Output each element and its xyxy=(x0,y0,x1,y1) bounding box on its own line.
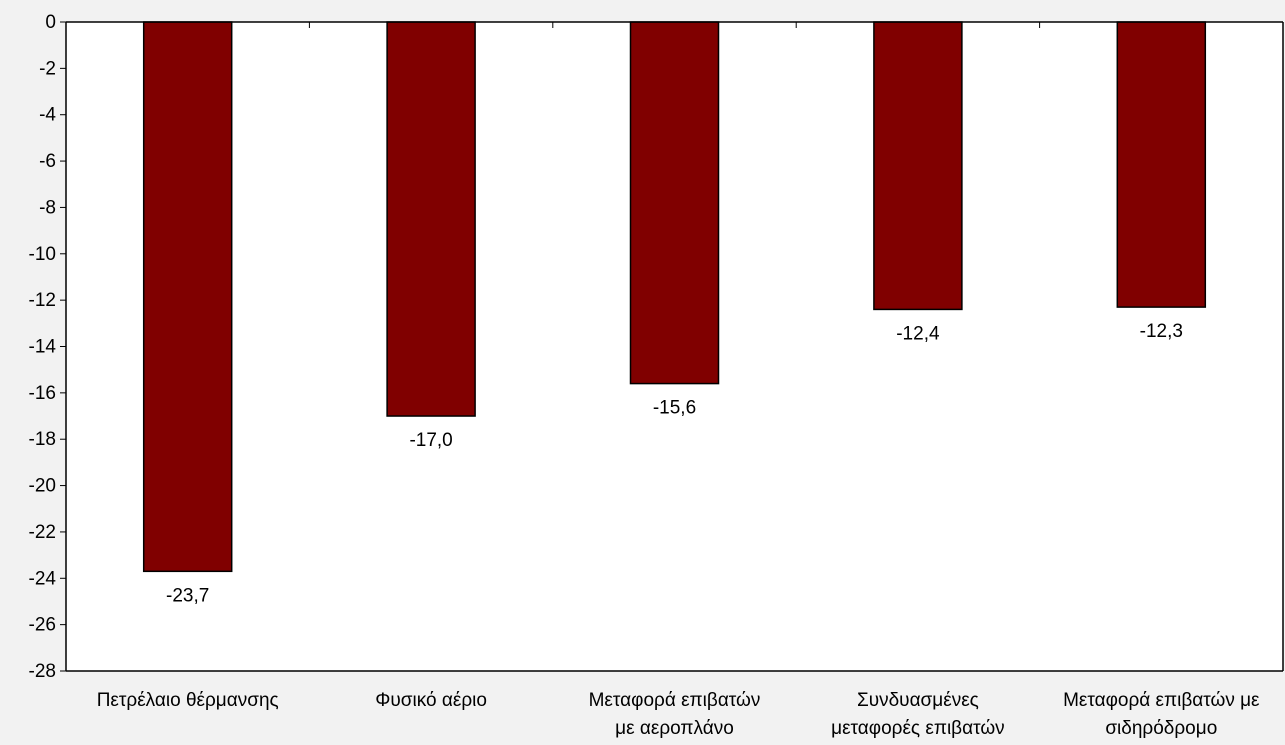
bar xyxy=(142,21,233,573)
x-category-label-line: Φυσικό αέριο xyxy=(375,690,487,711)
y-tick-label: -22 xyxy=(29,522,56,543)
y-tick-label: -14 xyxy=(29,337,57,358)
data-label: -12,4 xyxy=(896,323,940,344)
y-tick-label: -16 xyxy=(29,383,56,404)
y-tick-label: -24 xyxy=(29,568,57,589)
y-tick-label: -18 xyxy=(29,429,56,450)
data-label: -12,3 xyxy=(1140,321,1183,342)
y-tick-label: -26 xyxy=(29,615,56,636)
x-category-label-line: μεταφορές επιβατών xyxy=(831,718,1005,739)
x-category-label-line: Πετρέλαιο θέρμανσης xyxy=(97,690,279,711)
y-tick-label: 0 xyxy=(45,12,56,33)
x-category-label-line: Μεταφορά επιβατών με xyxy=(1063,690,1260,711)
y-tick-label: -20 xyxy=(29,476,56,497)
y-tick-label: -8 xyxy=(39,197,56,218)
data-label: -17,0 xyxy=(409,430,452,451)
data-label: -23,7 xyxy=(166,585,209,606)
x-category-label-line: σιδηρόδρομο xyxy=(1105,718,1217,739)
y-tick-label: -6 xyxy=(39,151,56,172)
y-tick-label: -12 xyxy=(29,290,56,311)
x-category-label-line: με αεροπλάνο xyxy=(615,718,734,739)
x-category-label: Συνδυασμένες μεταφορές επιβατών xyxy=(831,690,1005,739)
y-tick-label: -2 xyxy=(39,58,56,79)
x-category-label: Μεταφορά επιβατών με αεροπλάνο xyxy=(589,690,761,739)
y-tick-label: -4 xyxy=(39,105,56,126)
y-tick-label: -10 xyxy=(29,244,56,265)
data-label: -15,6 xyxy=(653,398,696,419)
x-category-label: Μεταφορά επιβατών με σιδηρόδρομο xyxy=(1063,690,1260,739)
bar xyxy=(386,21,476,417)
x-category-label-line: Συνδυασμένες xyxy=(857,690,979,711)
bar xyxy=(629,21,720,385)
x-category-label-line: Μεταφορά επιβατών xyxy=(589,690,761,711)
bar xyxy=(1116,21,1207,308)
y-tick-label: -28 xyxy=(29,661,56,682)
x-category-label: Πετρέλαιο θέρμανσης xyxy=(97,690,279,711)
bar xyxy=(873,21,963,311)
x-category-label: Φυσικό αέριο xyxy=(375,690,487,711)
